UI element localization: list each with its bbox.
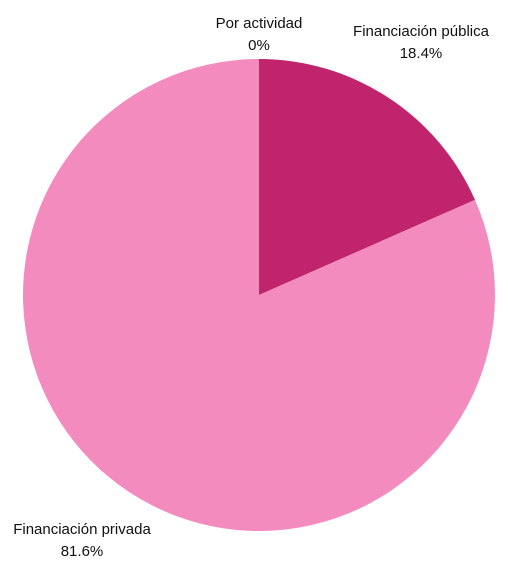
slice-label-financiacion-privada-name: Financiación privada	[13, 521, 151, 538]
slice-label-financiacion-privada: Financiación privada 81.6%	[13, 521, 151, 560]
slice-label-por-actividad-name: Por actividad	[216, 15, 303, 32]
pie-slice-financiacion-publica	[259, 59, 475, 295]
slice-label-financiacion-privada-value: 81.6%	[61, 543, 104, 560]
pie-slice-financiacion-privada	[23, 59, 496, 531]
pie-slices	[23, 59, 496, 531]
slice-label-financiacion-publica-name: Financiación pública	[353, 23, 490, 40]
slice-label-financiacion-publica-value: 18.4%	[400, 45, 443, 62]
slice-label-por-actividad-value: 0%	[248, 37, 270, 54]
slice-label-por-actividad: Por actividad 0%	[216, 15, 303, 54]
slice-label-financiacion-publica: Financiación pública 18.4%	[353, 23, 490, 62]
